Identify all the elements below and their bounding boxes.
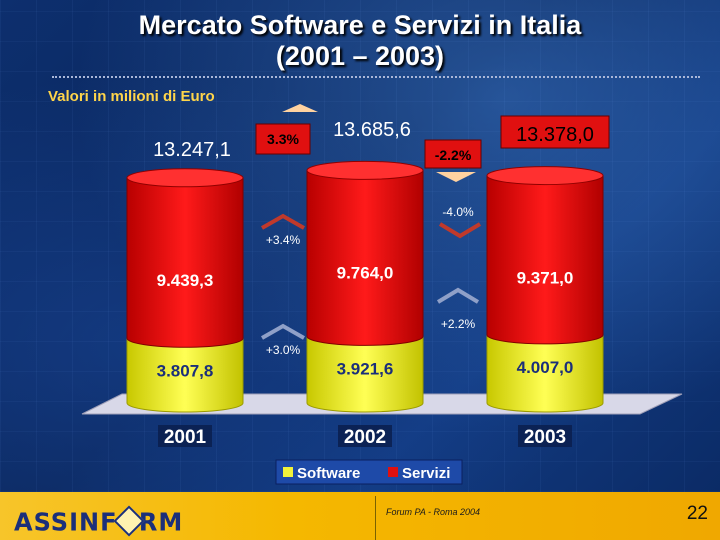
total-value-2002: 13.685,6 [333, 119, 411, 141]
total-change-label-2: -2.2% [435, 147, 472, 163]
category-label-bg-2002 [338, 425, 392, 447]
legend-swatch-software [283, 467, 293, 477]
legend-box [275, 459, 463, 485]
bar-servizi-2002 [306, 169, 424, 346]
servizi-value-2002: 9.764,0 [337, 263, 394, 282]
category-label-bg-2003 [518, 425, 572, 447]
servizi-change-down-chevron-icon [438, 222, 482, 239]
category-label-2001: 2001 [164, 427, 207, 448]
bar-top-2002 [306, 160, 424, 180]
servizi-change-label-1: +3.4% [266, 233, 301, 247]
total-value-2001: 13.247,1 [153, 139, 231, 161]
chart-labels: 3.807,8 9.439,3 2001 3.921,6 9.764,0 2002 4.00… [153, 115, 610, 448]
assinform-logo: ASSINFORM [14, 507, 184, 537]
servizi-change-up-chevron-icon [261, 213, 305, 230]
total-box-2003 [500, 115, 610, 149]
total-change-box-1 [255, 123, 311, 155]
title-line-1: Mercato Software e Servizi in Italia [138, 10, 582, 40]
total-change-box-2 [424, 139, 482, 169]
servizi-value-2001: 9.439,3 [157, 271, 214, 290]
software-change-up-chevron-icon-2 [436, 287, 480, 304]
legend: Software Servizi [275, 459, 463, 485]
footer-event-text: Forum PA - Roma 2004 [386, 507, 481, 517]
legend-label-servizi: Servizi [402, 465, 450, 482]
software-change-label-2: +2.2% [441, 317, 476, 331]
title-separator [52, 76, 700, 78]
total-value-2003: 13.378,0 [516, 124, 594, 146]
software-value-2002: 3.921,6 [337, 359, 394, 378]
servizi-change-label-2: -4.0% [442, 205, 474, 219]
software-value-2003: 4.007,0 [517, 358, 574, 377]
category-label-2003: 2003 [524, 427, 566, 448]
bar-software-2003 [486, 334, 604, 413]
bar-2002 [306, 160, 424, 413]
bar-2003 [486, 166, 604, 413]
bars-group [126, 160, 604, 413]
software-value-2001: 3.807,8 [157, 361, 214, 380]
legend-swatch-servizi [388, 467, 398, 477]
title-line-2: (2001 – 2003) [275, 41, 445, 71]
change-arrows [261, 104, 482, 340]
total-change-label-1: 3.3% [267, 131, 299, 147]
slide-title: Mercato Software e Servizi in Italia (20… [0, 10, 720, 72]
bar-software-2002 [306, 335, 424, 413]
page-number: 22 [686, 503, 708, 524]
bar-servizi-2003 [486, 175, 604, 345]
category-label-bg-2001 [158, 425, 212, 447]
footer-divider [375, 496, 376, 540]
stacked-bar-chart: 3.807,8 9.439,3 2001 3.921,6 9.764,0 2002 4.00… [81, 104, 683, 485]
category-label-2002: 2002 [344, 427, 386, 448]
bar-top-2003 [486, 166, 604, 186]
chart-subtitle: Valori in milioni di Euro [48, 88, 215, 105]
bar-software-2001 [126, 337, 244, 413]
total-change-down-arrow-icon [436, 172, 476, 182]
bar-servizi-2001 [126, 177, 244, 348]
legend-label-software: Software [297, 465, 360, 482]
bar-top-2001 [126, 168, 244, 188]
bar-2001 [126, 168, 244, 413]
servizi-value-2003: 9.371,0 [517, 269, 574, 288]
software-change-up-chevron-icon-1 [261, 323, 305, 340]
total-change-up-arrow-icon [282, 104, 318, 112]
software-change-label-1: +3.0% [266, 343, 301, 357]
